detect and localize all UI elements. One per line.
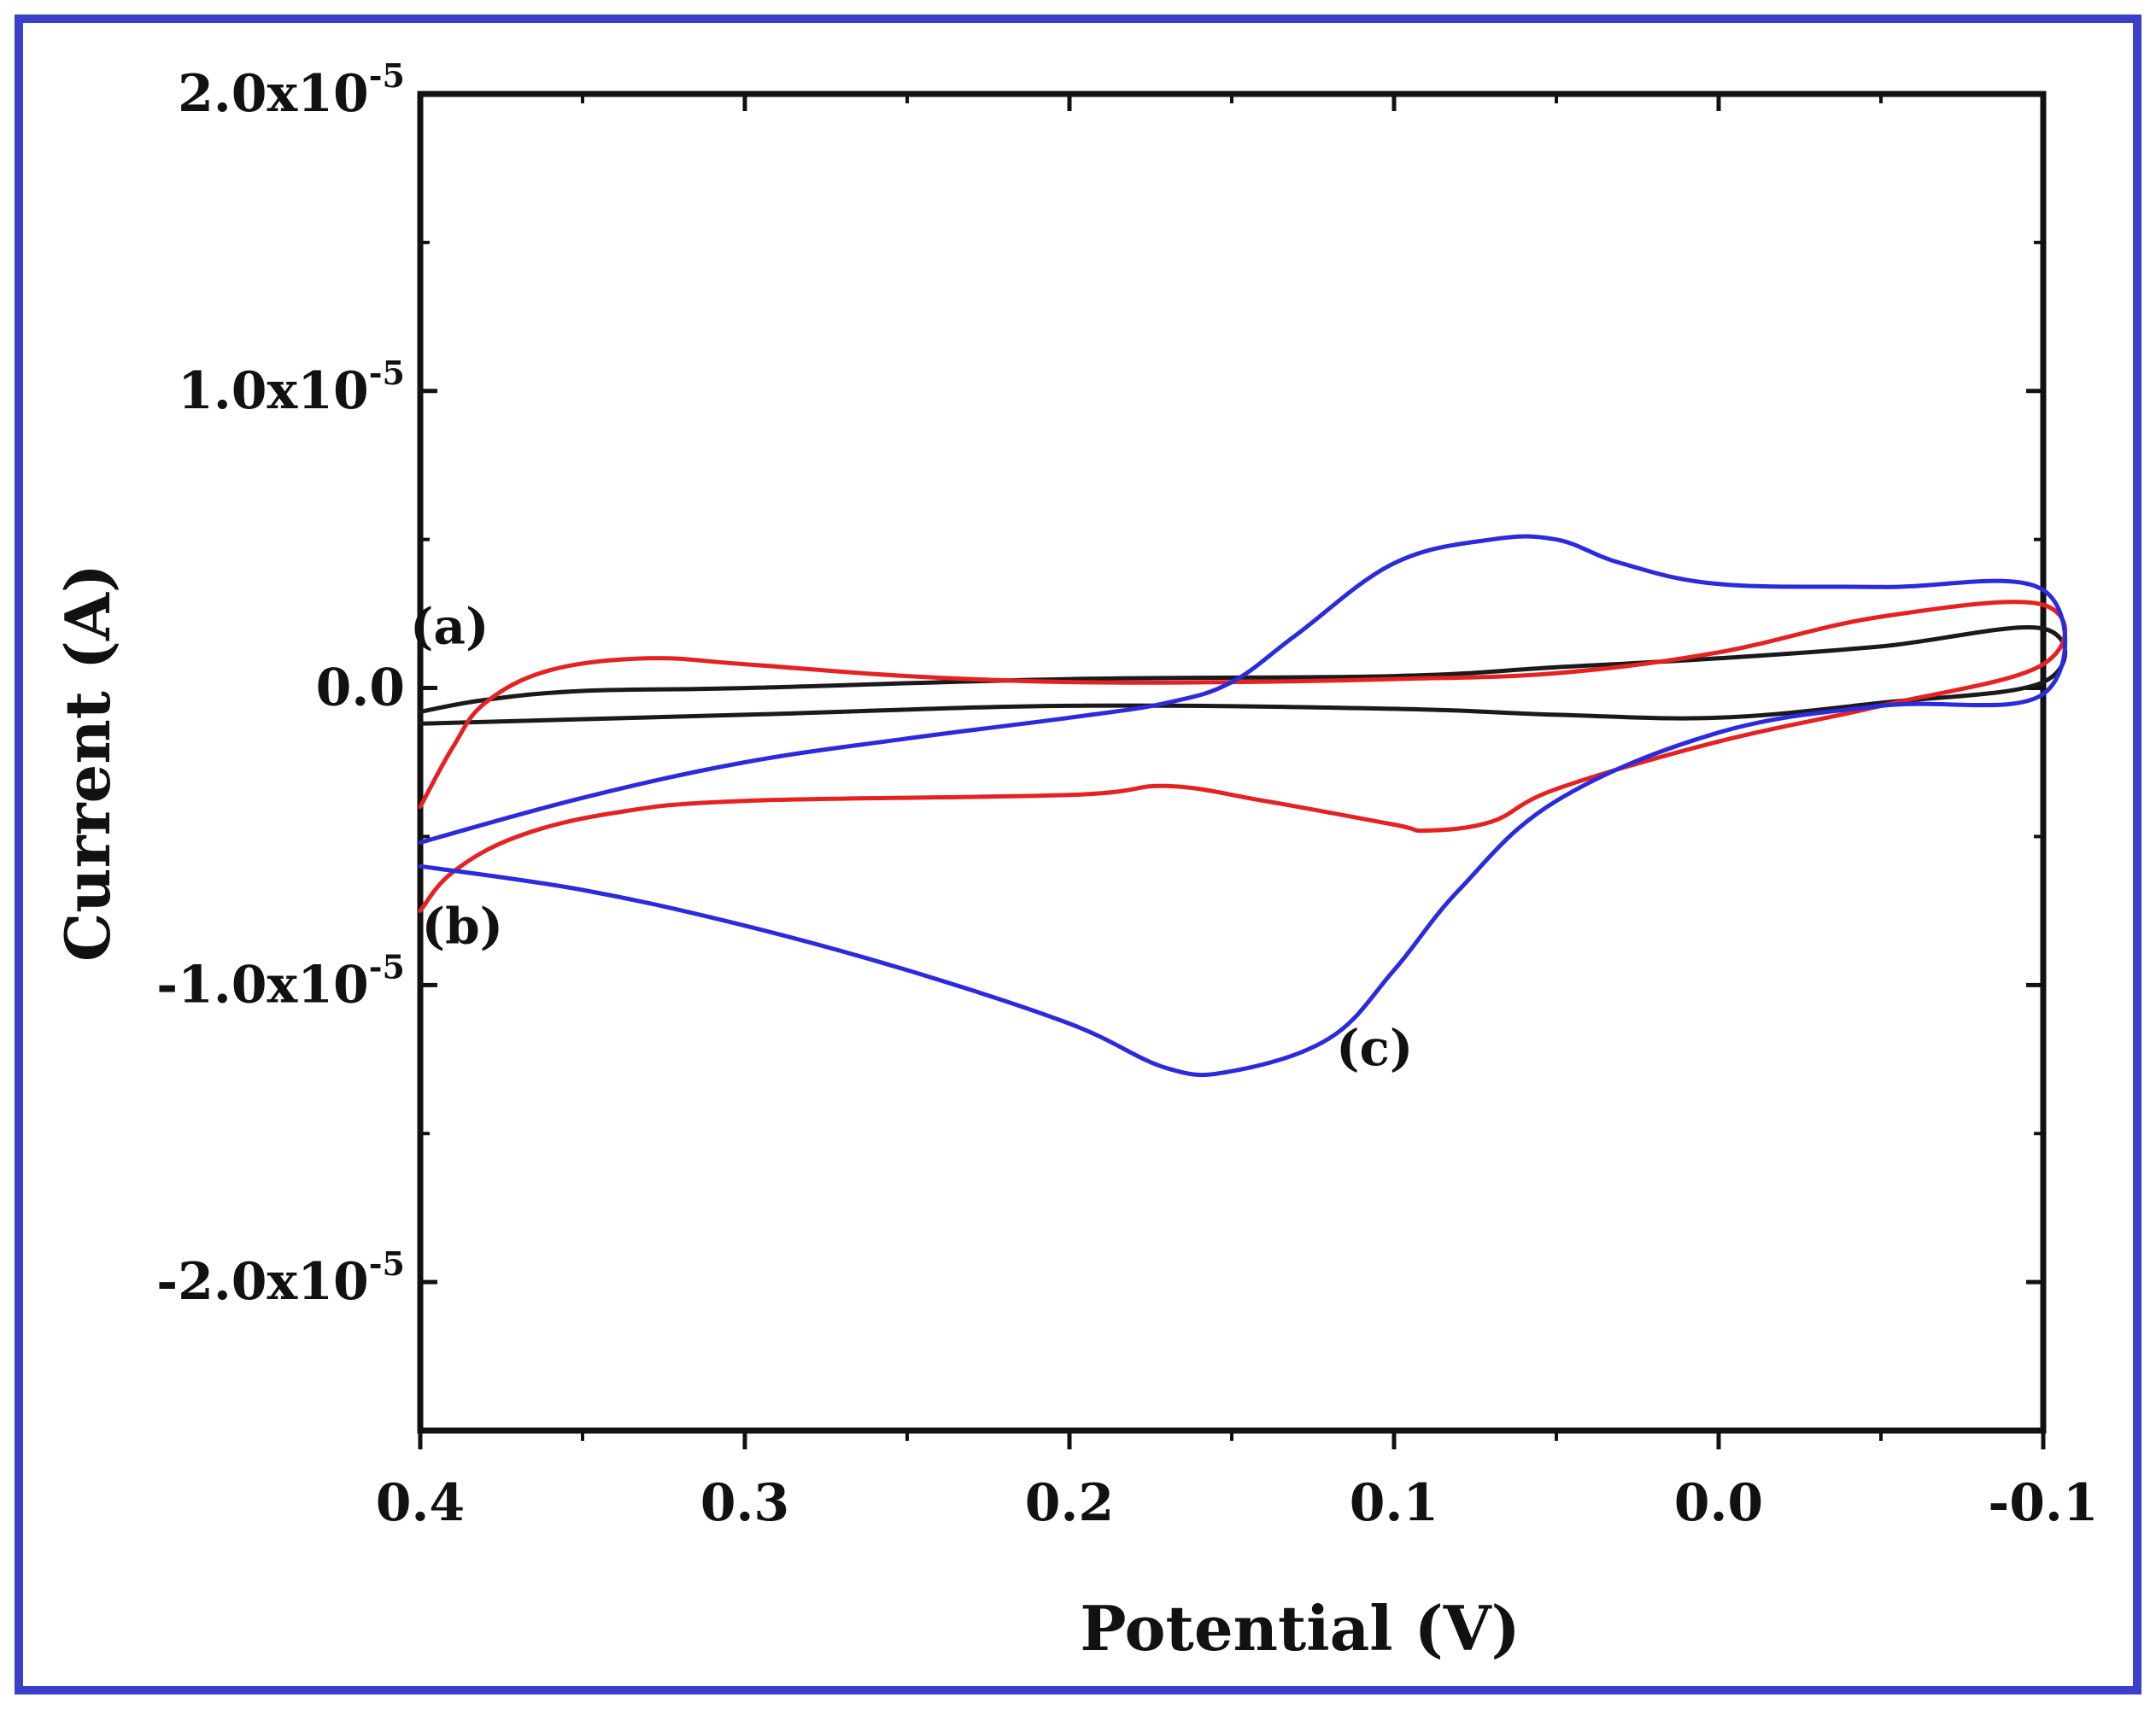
y-tick-mantissa: 0.0 <box>316 658 405 718</box>
x-tick-label: 0.3 <box>700 1473 789 1533</box>
x-tick-label: 0.4 <box>376 1473 465 1533</box>
x-axis-title: Potential (V) <box>1080 1592 1520 1665</box>
y-tick-label: 1.0x10-5 <box>178 354 405 421</box>
x-tick-label: -0.1 <box>1988 1473 2098 1533</box>
y-tick-exponent: -5 <box>369 947 405 986</box>
y-tick-label: 0.0 <box>316 658 405 718</box>
series-label: (c) <box>1336 1019 1413 1077</box>
y-tick-mantissa: 1.0x10 <box>178 361 369 421</box>
y-tick-mantissa: -2.0x10 <box>156 1252 369 1312</box>
y-tick-exponent: -5 <box>369 354 405 392</box>
series-line-b <box>418 600 2067 913</box>
series-label: (b) <box>422 898 503 956</box>
y-axis-title: Current (A) <box>51 564 124 962</box>
plot-area <box>417 91 2047 1434</box>
x-tick-label: 0.0 <box>1674 1473 1763 1533</box>
axes-box <box>417 91 2047 1434</box>
series-layer <box>418 534 2067 1078</box>
y-tick-mantissa: 2.0x10 <box>178 64 369 124</box>
y-axis: 2.0x10-51.0x10-50.0-1.0x10-5-2.0x10-5 <box>156 56 2043 1312</box>
outer-border <box>15 15 2141 1694</box>
series-line-c <box>418 534 2067 1078</box>
y-tick-label: -2.0x10-5 <box>156 1244 405 1312</box>
annotation-layer: (a) (b) (c) <box>410 597 1413 1077</box>
x-axis: 0.4 0.3 0.2 0.1 0.0 -0.1 <box>376 94 2099 1533</box>
y-tick-label: 2.0x10-5 <box>178 56 405 124</box>
series-line-a <box>418 624 2067 726</box>
y-tick-exponent: -5 <box>369 1244 405 1283</box>
series-label: (a) <box>410 597 489 655</box>
y-tick-mantissa: -1.0x10 <box>156 955 369 1015</box>
y-tick-exponent: -5 <box>369 56 405 95</box>
y-tick-label: -1.0x10-5 <box>156 947 405 1015</box>
x-tick-label: 0.1 <box>1350 1473 1438 1533</box>
x-tick-label: 0.2 <box>1025 1473 1114 1533</box>
